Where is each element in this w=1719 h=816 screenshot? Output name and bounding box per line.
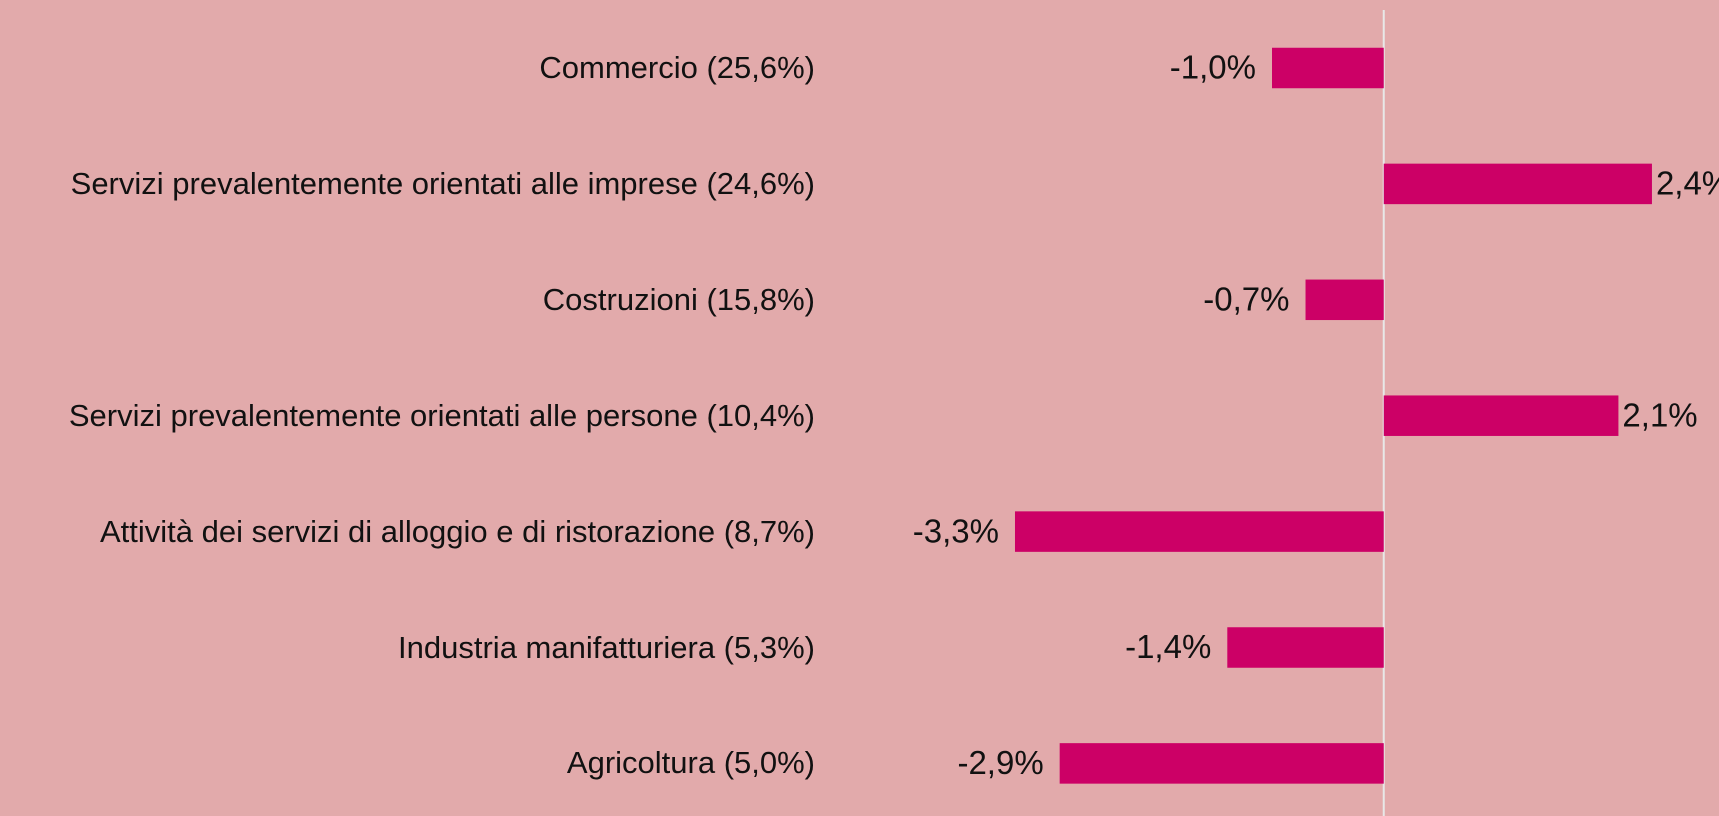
value-label: 2,4%	[1656, 165, 1719, 202]
value-label: -1,0%	[1170, 49, 1256, 86]
category-label: Commercio (25,6%)	[539, 50, 815, 85]
category-label: Attività dei servizi di alloggio e di ri…	[99, 513, 815, 549]
category-labels: Commercio (25,6%) Servizi prevalentemente…	[0, 0, 815, 816]
bar	[1227, 627, 1384, 668]
bar	[1383, 395, 1619, 436]
category-label: Servizi prevalentemente orientati alle i…	[70, 165, 815, 201]
category-label: Servizi prevalentemente orientati alle p…	[68, 397, 815, 433]
bar	[1305, 279, 1384, 321]
value-label: -3,3%	[913, 512, 999, 549]
category-label: Costruzioni (15,8%)	[542, 281, 815, 317]
bar	[1059, 743, 1384, 784]
category-label: Agricoltura (5,0%)	[566, 745, 815, 781]
category-label: Industria manifatturiera (5,3%)	[398, 629, 815, 665]
bar	[1383, 163, 1652, 205]
value-label: 2,1%	[1622, 396, 1697, 433]
bar	[1272, 47, 1384, 89]
value-label: -2,9%	[957, 744, 1043, 781]
value-label: -1,4%	[1125, 628, 1211, 665]
bar	[1014, 511, 1384, 552]
value-label: -0,7%	[1203, 281, 1289, 318]
